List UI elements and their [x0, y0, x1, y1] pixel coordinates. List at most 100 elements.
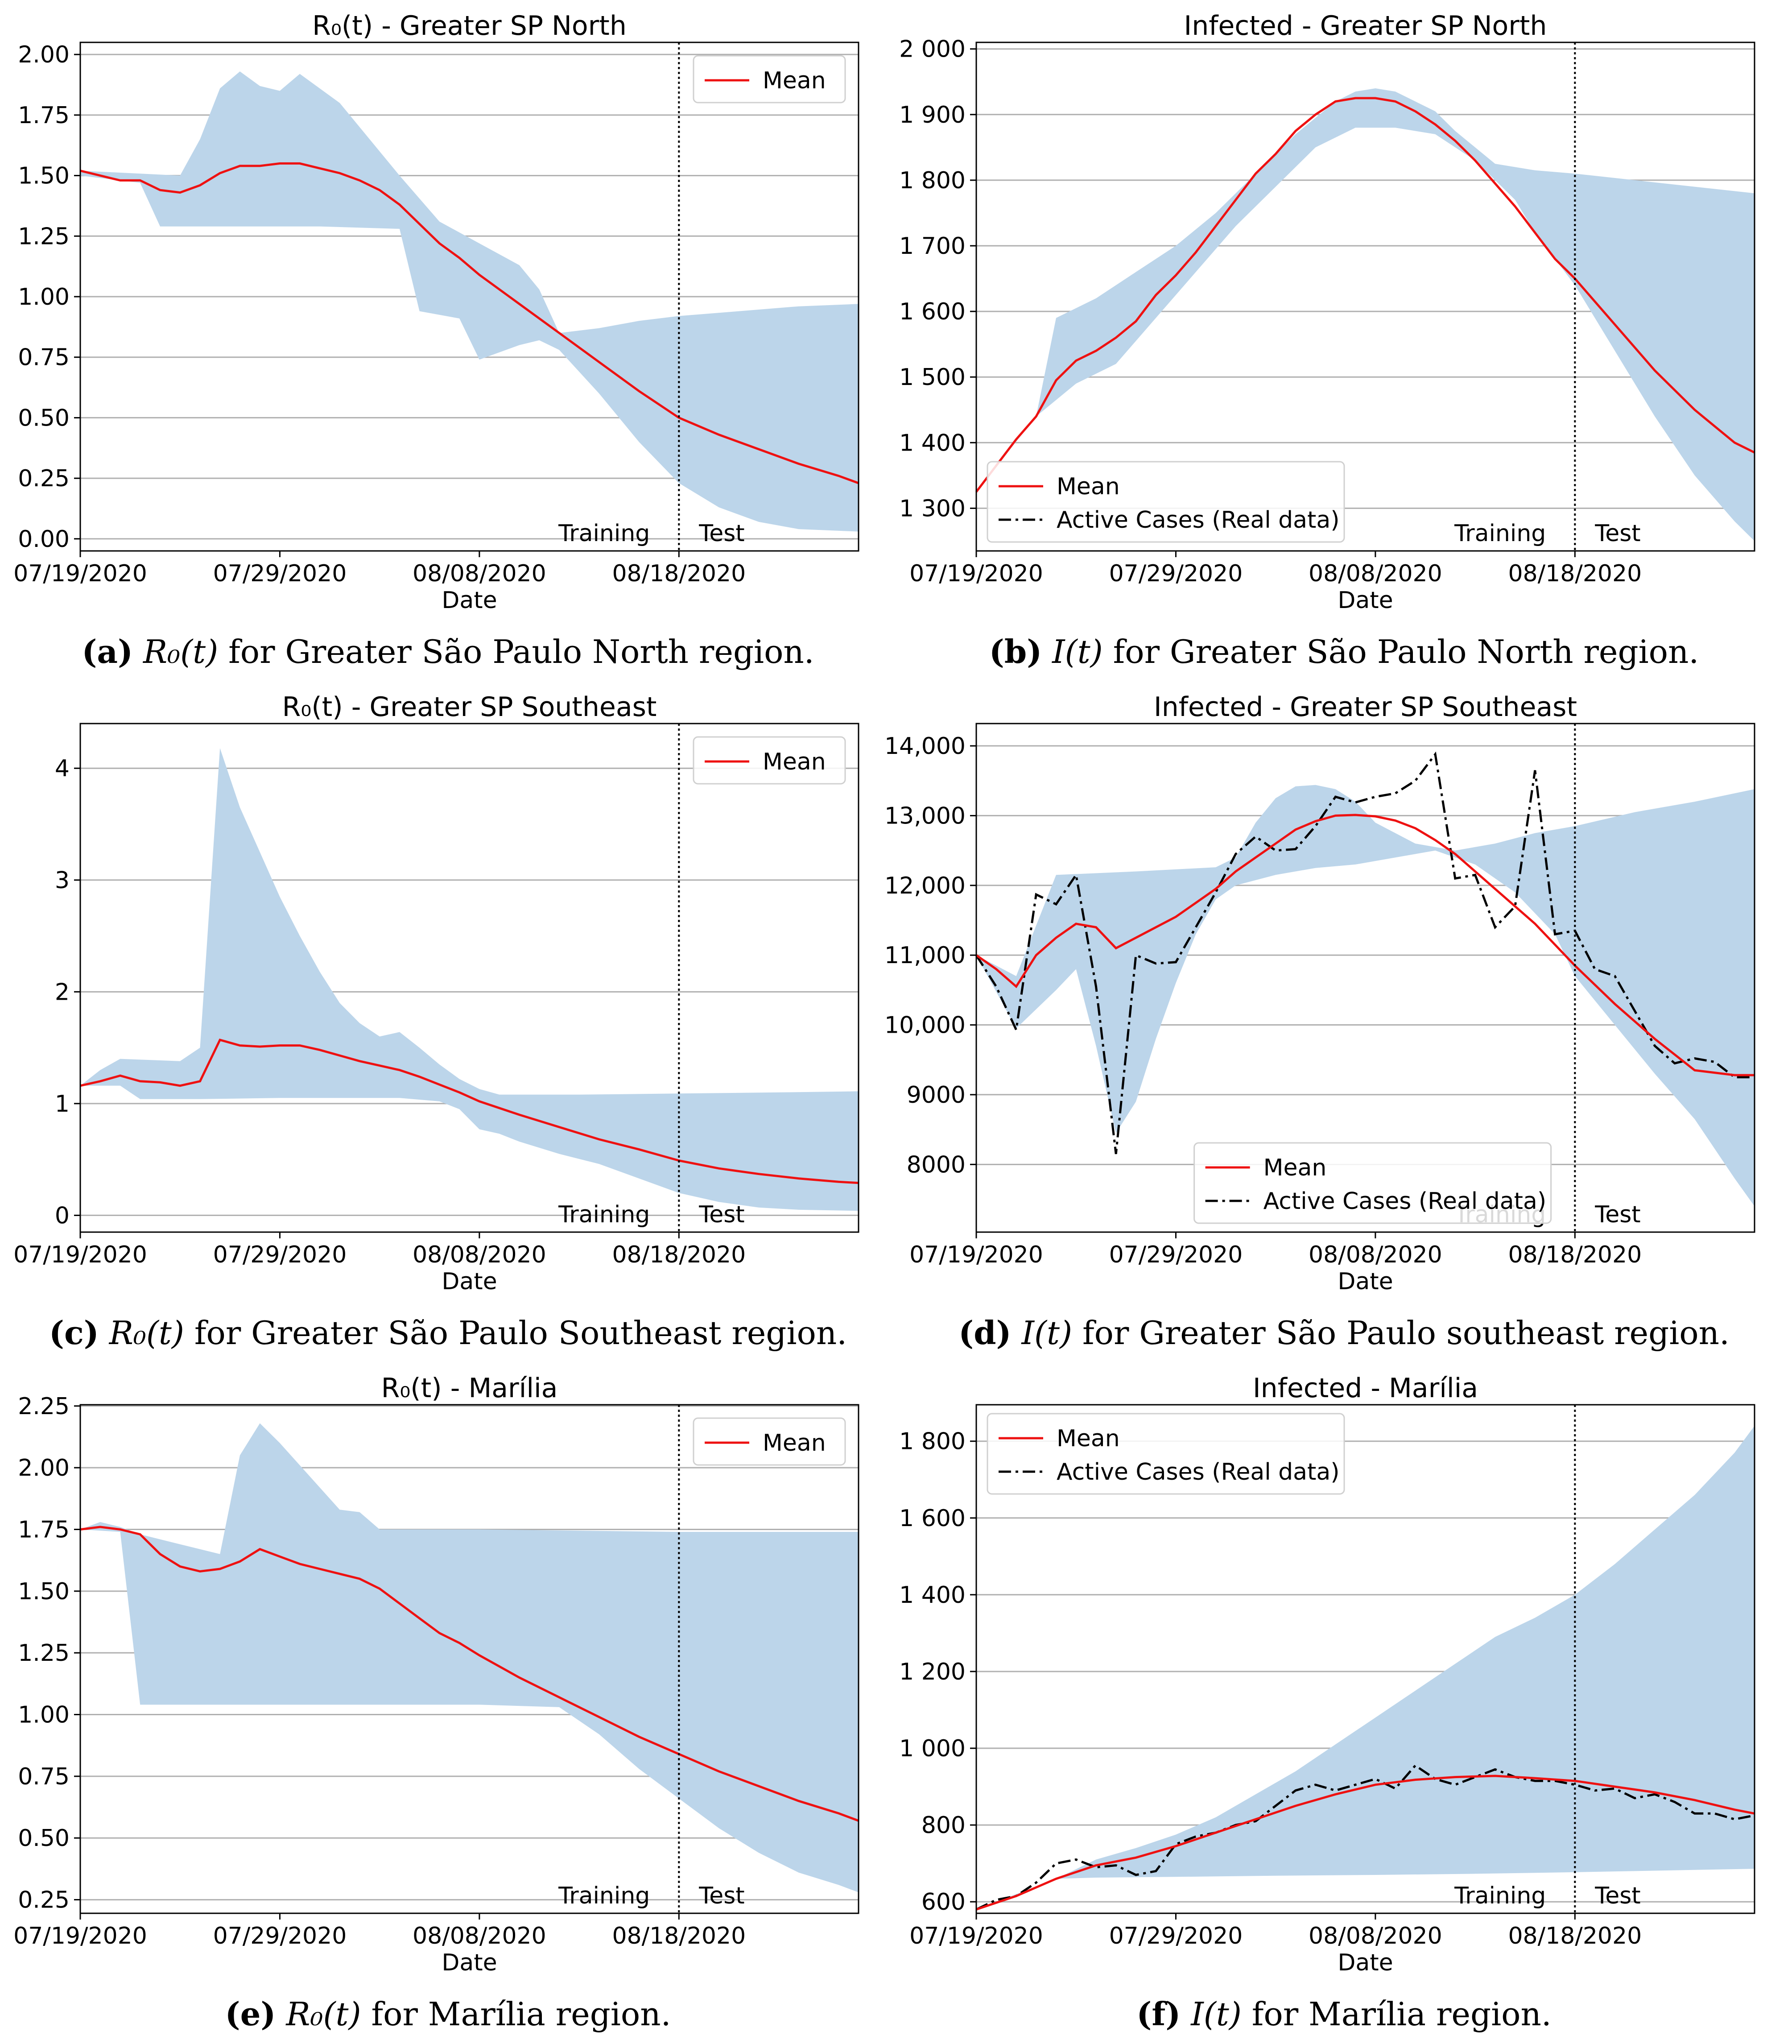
legend-label-mean: Mean — [1057, 473, 1120, 500]
legend: Mean Active Cases (Real data) — [987, 461, 1345, 543]
x-tick-label: 08/18/2020 — [1508, 1241, 1642, 1268]
x-tick-label: 07/29/2020 — [213, 1241, 347, 1268]
legend: Mean — [693, 736, 846, 785]
y-tick-label: 2 — [55, 979, 70, 1005]
x-tick-label: 07/29/2020 — [1109, 560, 1243, 587]
y-tick-label: 1.25 — [18, 1640, 70, 1667]
y-tick-label: 4 — [55, 755, 70, 782]
caption-c: (c) R₀(t) for Greater São Paulo Southeas… — [0, 1314, 896, 1352]
confidence-band — [976, 1426, 1755, 1910]
split-label-training: Training — [558, 1201, 650, 1228]
caption-label: (c) — [49, 1314, 99, 1352]
x-tick-label: 07/19/2020 — [13, 1241, 147, 1268]
mean-line — [80, 162, 859, 484]
y-tick-label: 0.25 — [18, 1887, 70, 1914]
chart-infected-greater-sp-southeast: TrainingTest8000900010,00011,00012,00013… — [884, 691, 1755, 1295]
x-axis-label: Date — [1338, 587, 1393, 614]
y-tick-label: 1 000 — [899, 1735, 966, 1762]
x-tick-label: 07/29/2020 — [213, 1923, 347, 1949]
y-tick-label: 0.75 — [18, 1763, 70, 1790]
y-tick-label: 0.50 — [18, 405, 70, 431]
caption-b: (b) I(t) for Greater São Paulo North reg… — [896, 633, 1792, 670]
y-tick-label: 800 — [921, 1812, 966, 1839]
y-tick-label: 1.50 — [18, 163, 70, 190]
legend-label-mean: Mean — [1057, 1425, 1120, 1452]
caption-label: (b) — [989, 633, 1042, 670]
caption-function: I(t) — [1052, 633, 1103, 670]
caption-text: for Greater São Paulo Southeast region. — [184, 1314, 847, 1352]
chart-title: R₀(t) - Greater SP Southeast — [282, 691, 657, 723]
x-tick-label: 07/19/2020 — [909, 1241, 1043, 1268]
chart-title: R₀(t) - Greater SP North — [312, 10, 627, 41]
active-cases-line — [975, 751, 1755, 1154]
x-tick-label: 07/29/2020 — [213, 560, 347, 587]
split-label-test: Test — [698, 1883, 744, 1909]
y-tick-label: 1 200 — [899, 1659, 966, 1685]
x-tick-label: 07/19/2020 — [13, 1923, 147, 1949]
y-tick-label: 600 — [921, 1889, 966, 1916]
x-tick-label: 08/08/2020 — [1309, 560, 1442, 587]
x-tick-label: 08/18/2020 — [612, 560, 746, 587]
caption-function: I(t) — [1021, 1314, 1073, 1352]
y-tick-label: 9000 — [907, 1082, 966, 1109]
y-tick-label: 1 300 — [899, 495, 966, 522]
y-tick-label: 0.50 — [18, 1825, 70, 1852]
y-tick-label: 1 800 — [899, 1428, 966, 1455]
y-tick-label: 2.00 — [18, 1455, 70, 1481]
axes-frame — [79, 1404, 859, 1914]
split-label-test: Test — [698, 1201, 744, 1228]
confidence-band — [80, 71, 859, 532]
split-label-test: Test — [1594, 1201, 1640, 1228]
x-tick-label: 08/08/2020 — [1309, 1241, 1442, 1268]
y-tick-label: 1 600 — [899, 1505, 966, 1532]
axes-frame — [975, 723, 1755, 1233]
y-tick-label: 1.75 — [18, 1516, 70, 1543]
x-tick-label: 07/29/2020 — [1109, 1923, 1243, 1949]
split-label-training: Training — [1454, 1883, 1546, 1909]
caption-text: for Greater São Paulo southeast region. — [1072, 1314, 1730, 1352]
x-tick-label: 08/08/2020 — [413, 1923, 546, 1949]
caption-text: for Greater São Paulo North region. — [1102, 633, 1699, 670]
chart-r0-greater-sp-southeast: Training Test 0 1 2 3 4 07/19/2020 07/29/2020 08/… — [13, 691, 859, 1295]
legend: Mean — [693, 1417, 846, 1466]
x-tick-label: 08/18/2020 — [612, 1923, 746, 1949]
caption-e: (e) R₀(t) for Marília region. — [0, 1995, 896, 2033]
legend-label-mean: Mean — [763, 1430, 826, 1456]
y-tick-label: 1 900 — [899, 102, 966, 128]
legend-label-active-cases: Active Cases (Real data) — [1057, 1459, 1340, 1485]
legend-box — [987, 1413, 1345, 1495]
panel-b: Training Test 1 300 1 400 1 500 1 600 1 700 1 8… — [896, 0, 1792, 681]
chart-title: Infected - Greater SP North — [1184, 10, 1547, 41]
x-axis-label: Date — [1338, 1949, 1393, 1976]
y-tick-label: 2 000 — [899, 36, 966, 63]
chart-r0-marilia: Training Test 0.25 0.50 0.75 1.00 1.25 1.50 1.75… — [13, 1373, 859, 1976]
caption-function: R₀(t) — [143, 633, 219, 670]
split-label-test: Test — [698, 520, 744, 547]
x-tick-label: 08/18/2020 — [1508, 560, 1642, 587]
y-tick-label: 1 800 — [899, 167, 966, 194]
y-tick-label: 0.25 — [18, 465, 70, 492]
mean-line — [975, 814, 1755, 1076]
active-cases-line — [975, 1764, 1755, 1911]
y-tick-label: 1 600 — [899, 298, 966, 325]
legend-label-active-cases: Active Cases (Real data) — [1057, 507, 1340, 534]
y-tick-label: 14,000 — [884, 733, 966, 760]
x-axis-label: Date — [442, 1268, 497, 1295]
split-label-test: Test — [1594, 1883, 1640, 1909]
y-tick-label: 1 — [55, 1091, 70, 1117]
legend-box — [693, 55, 846, 103]
panel-e: Training Test 0.25 0.50 0.75 1.00 1.25 1.50 1.75… — [0, 1362, 896, 2044]
chart-infected-marilia: Training Test 600 800 1 000 1 200 1 400 1 600 1 … — [899, 1373, 1755, 1976]
y-tick-label: 2.25 — [18, 1393, 70, 1420]
chart-title: Infected - Marília — [1253, 1373, 1478, 1404]
y-tick-label: 10,000 — [884, 1012, 966, 1039]
y-tick-label: 3 — [55, 867, 70, 894]
split-label-training: Training — [1454, 520, 1546, 547]
legend: Mean — [693, 55, 846, 103]
x-tick-label: 08/08/2020 — [413, 1241, 546, 1268]
y-tick-label: 1 700 — [899, 233, 966, 260]
y-tick-label: 8000 — [907, 1151, 966, 1178]
y-tick-label: 1 400 — [899, 430, 966, 456]
legend-box — [1193, 1142, 1552, 1224]
split-label-training: Training — [558, 1883, 650, 1909]
